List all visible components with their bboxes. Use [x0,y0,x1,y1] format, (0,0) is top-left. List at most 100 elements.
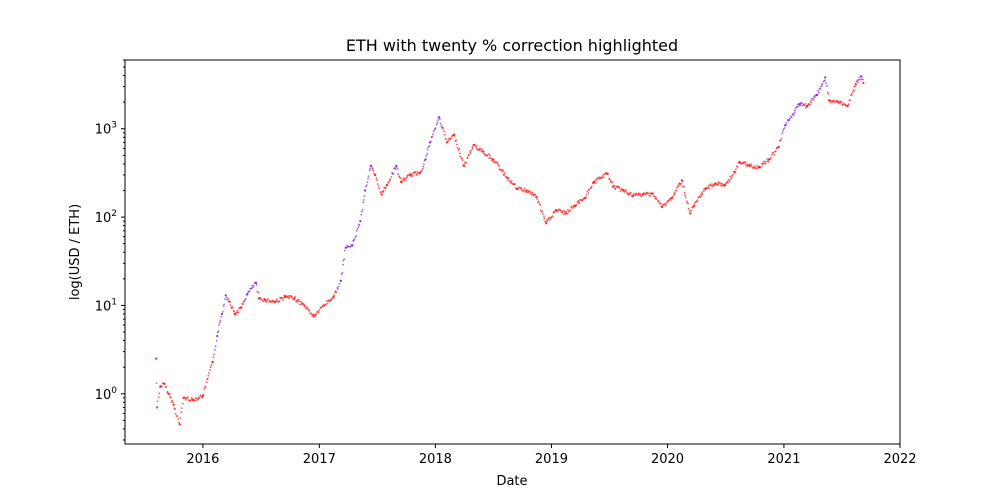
data-point-fill [530,193,533,196]
data-point [824,76,827,79]
data-point-fill [838,102,841,105]
data-point-fill [426,153,429,155]
data-point [216,334,219,338]
data-point-fill [507,177,510,180]
data-point-fill [683,185,685,188]
data-point-fill [158,392,161,395]
data-point [723,184,727,187]
data-point-fill [855,80,858,83]
data-point-fill [551,215,554,218]
data-point-fill [549,217,552,220]
data-point-fill [438,118,441,121]
data-point-fill [729,175,732,178]
data-point-fill [169,396,172,399]
data-point-fill [280,296,283,299]
data-point-fill [476,144,478,147]
data-point [364,189,367,192]
data-point-fill [267,298,269,301]
data-point-fill [664,202,666,205]
data-point-fill [675,189,678,192]
data-point-fill [798,105,800,107]
data-point-fill [565,210,568,213]
data-point-fill [312,313,315,316]
data-point-fill [567,208,569,211]
data-point-fill [396,168,399,170]
data-point-fill [514,183,516,186]
data-point-fill [176,415,179,417]
data-point-fill [829,101,832,104]
data-point-fill [587,192,590,194]
data-point-fill [861,78,864,81]
data-point-fill [489,154,492,157]
data-point-fill [566,212,569,215]
data-point-fill [353,238,356,241]
data-point-fill [215,340,218,342]
data-point-fill [789,117,791,120]
data-point-fill [827,92,830,95]
data-point-fill [461,157,464,160]
data-point-fill [796,103,799,106]
data-point-fill [298,300,301,303]
data-point-fill [165,386,168,388]
data-point-fill [336,288,339,290]
data-point-fill [652,193,654,195]
data-point-fill [337,285,340,288]
data-point-fill [288,296,291,299]
data-point-fill [420,169,423,172]
data-point-fill [471,147,474,150]
data-point-fill [251,284,254,287]
data-point-fill [364,185,367,188]
data-point-fill [701,191,703,194]
data-point [155,357,158,360]
data-point-fill [446,141,449,144]
data-point [211,360,214,363]
data-point-fill [547,216,550,219]
data-point-fill [623,189,625,191]
data-point-fill [431,135,434,138]
data-point-fill [447,139,450,142]
data-point-fill [671,196,674,198]
data-point-fill [537,200,540,203]
data-point-fill [859,78,862,81]
data-point-fill [343,249,346,252]
data-point-fill [199,394,202,397]
data-point-fill [422,163,425,166]
data-point [178,423,181,426]
data-point-fill [468,154,471,157]
data-point-fill [600,176,603,179]
data-point-fill [392,172,395,175]
data-point-fill [753,165,756,168]
data-point-fill [821,82,824,85]
data-point-fill [203,388,206,390]
data-point-fill [770,156,773,159]
data-point-fill [459,155,462,158]
data-point-fill [308,310,311,312]
data-point-fill [700,194,703,197]
data-point-fill [772,151,775,154]
data-point-fill [691,206,694,209]
data-point-fill [479,148,482,151]
data-point-fill [561,210,564,213]
data-point-fill [468,151,471,153]
data-point-fill [502,169,505,172]
data-point-fill [194,400,196,402]
data-point-fill [201,396,204,399]
data-point-fill [422,165,425,168]
data-point-fill [219,319,222,322]
data-point-fill [324,303,327,306]
data-point-fill [342,263,344,266]
y-axis-label: log(USD / ETH) [68,204,83,300]
data-point-fill [803,104,806,107]
data-point-fill [804,103,807,105]
data-point-fill [213,353,215,356]
data-point-fill [466,157,469,160]
data-point [544,222,548,225]
data-point-fill [527,191,530,194]
data-point-fill [588,188,591,191]
data-point-fill [520,187,523,190]
data-point-fill [363,195,366,198]
data-point-fill [543,215,545,218]
data-point [380,193,383,196]
data-point-fill [773,153,776,156]
data-point-fill [571,206,574,209]
